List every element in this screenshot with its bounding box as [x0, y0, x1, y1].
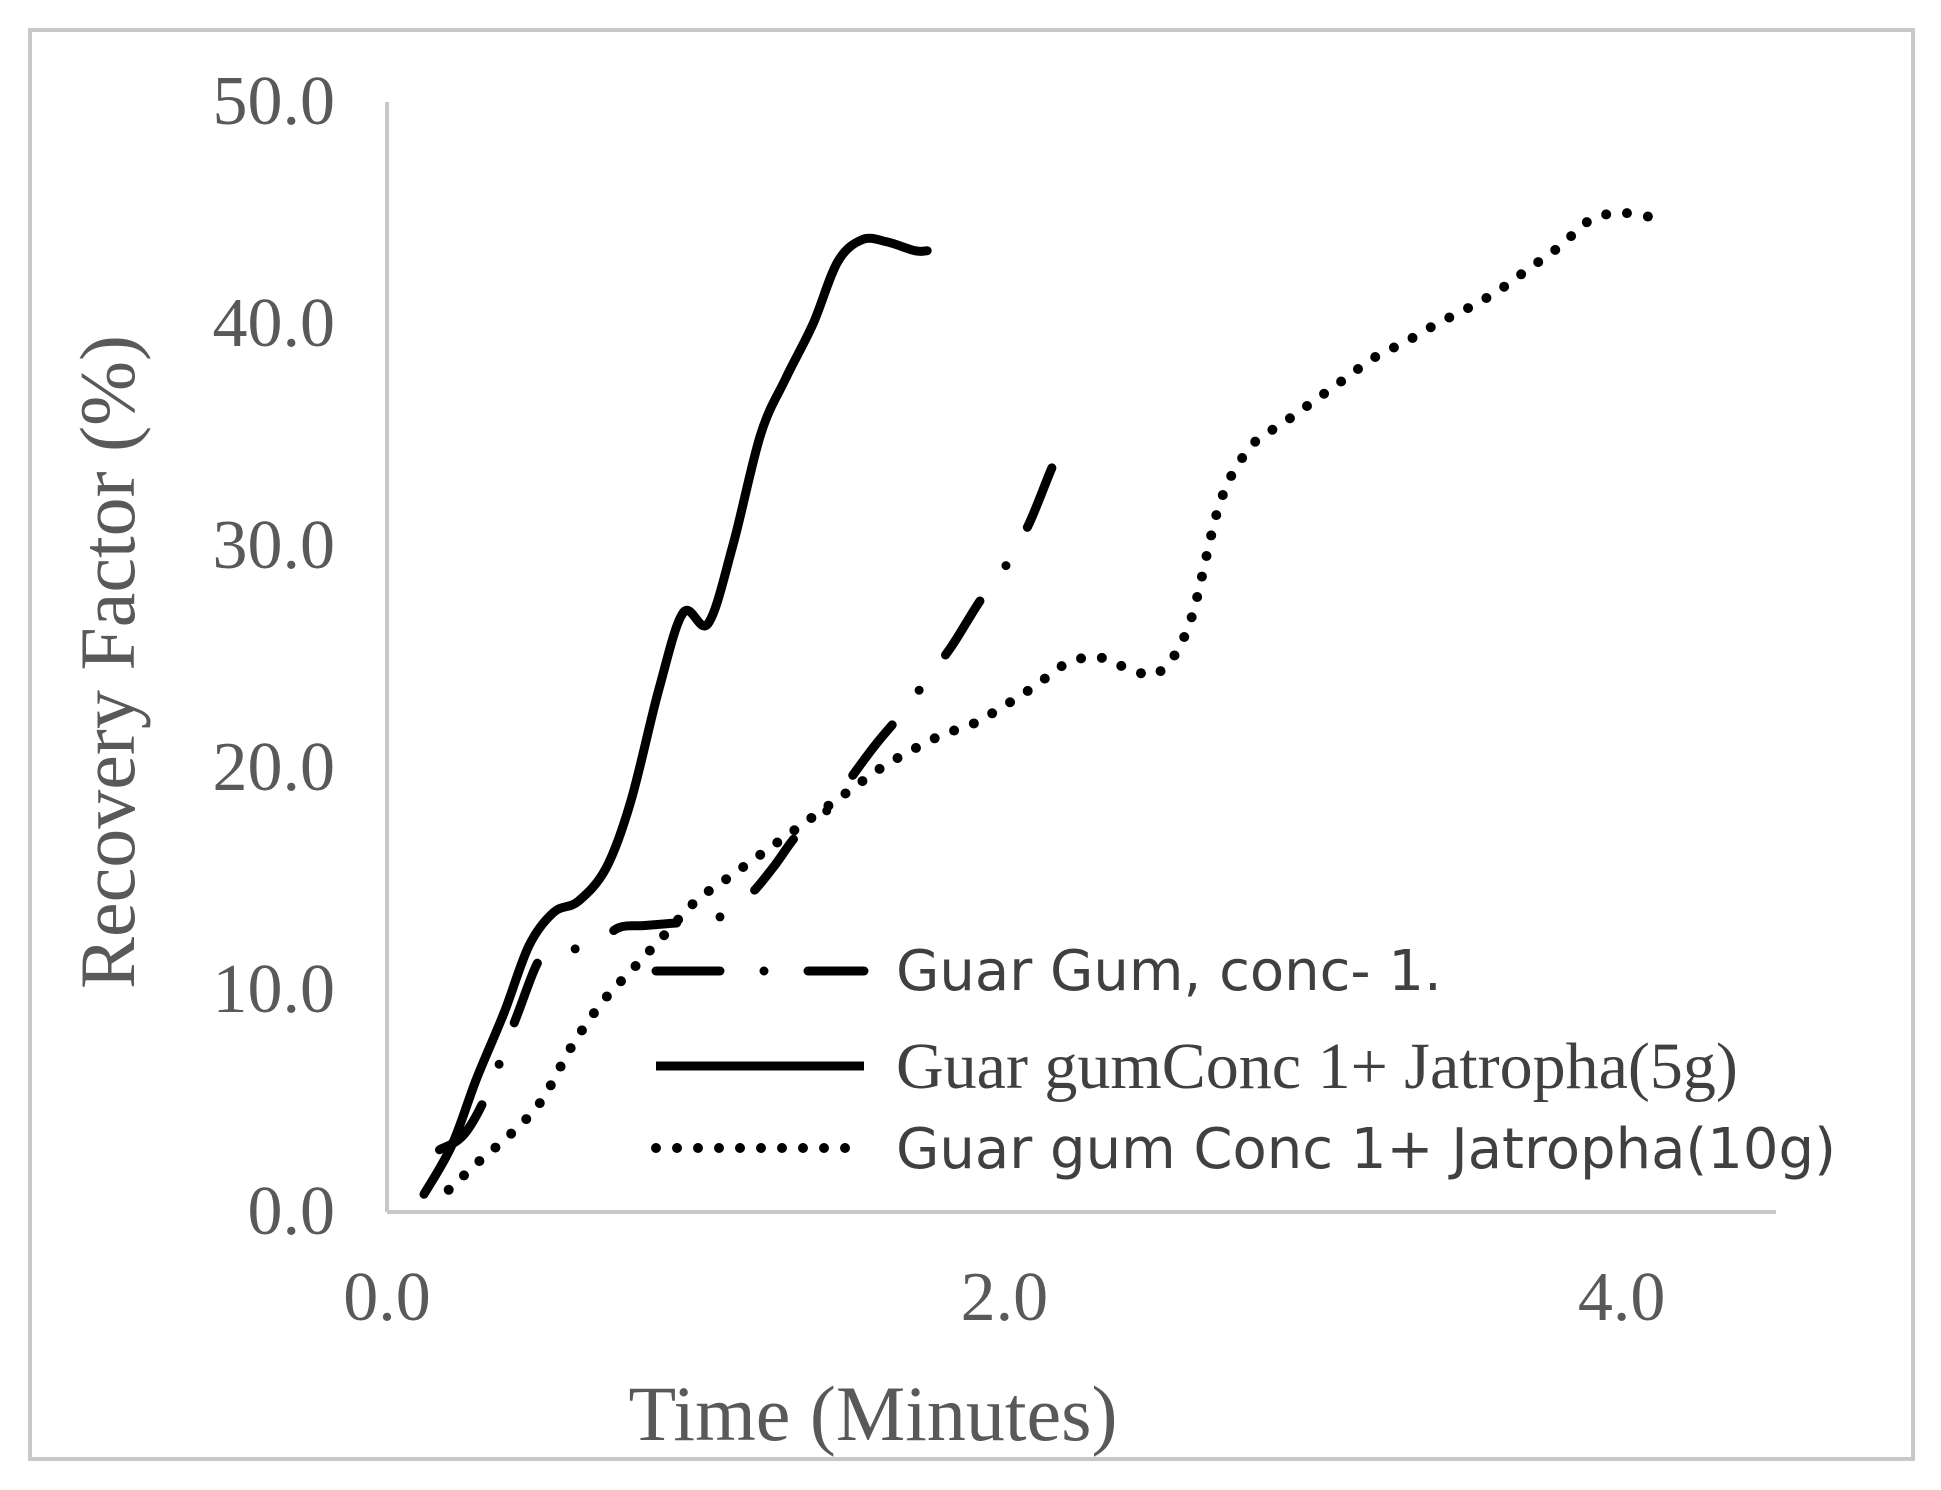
y-tick-label: 50.0 [213, 63, 336, 140]
x-axis-title: Time (Minutes) [629, 1370, 1118, 1457]
y-axis-title: Recovery Factor (%) [64, 335, 151, 989]
x-tick-labels: 0.0 2.0 4.0 [343, 1259, 1665, 1336]
series-line-2 [443, 207, 1658, 1195]
legend-label-guar-gum: Guar Gum, conc- 1. [896, 939, 1442, 1004]
y-tick-label: 20.0 [213, 729, 336, 806]
axes [385, 102, 1776, 1214]
legend: Guar Gum, conc- 1. Guar gumConc 1+ Jatro… [651, 939, 1836, 1182]
series-line-1 [419, 233, 932, 1199]
y-tick-label: 10.0 [213, 951, 336, 1028]
y-tick-labels: 0.0 10.0 20.0 30.0 40.0 50.0 [213, 63, 336, 1250]
x-tick-label: 0.0 [343, 1259, 431, 1336]
legend-label-jatropha-5g: Guar gumConc 1+ Jatropha(5g) [896, 1030, 1738, 1103]
series-line-0 [435, 430, 1080, 1155]
series-layer [419, 207, 1658, 1199]
y-tick-label: 0.0 [248, 1173, 336, 1250]
x-tick-label: 4.0 [1578, 1259, 1666, 1336]
line-chart: 0.0 10.0 20.0 30.0 40.0 50.0 0.0 2.0 4.0 Recove… [64, 63, 1836, 1457]
chart-frame: 0.0 10.0 20.0 30.0 40.0 50.0 0.0 2.0 4.0 Recove… [28, 28, 1915, 1461]
x-tick-label: 2.0 [961, 1259, 1049, 1336]
y-tick-label: 30.0 [213, 507, 336, 584]
legend-label-jatropha-10g: Guar gum Conc 1+ Jatropha(10g) [896, 1117, 1836, 1182]
y-tick-label: 40.0 [213, 285, 336, 362]
